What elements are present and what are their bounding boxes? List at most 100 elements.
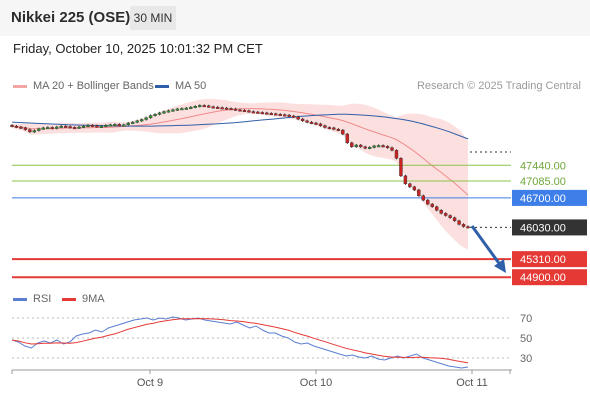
legend-rsi-label: RSI bbox=[33, 293, 52, 305]
candle-body bbox=[376, 145, 381, 148]
legend-rsi: RSI bbox=[13, 293, 51, 305]
candle-body bbox=[81, 125, 86, 128]
forecast-arrow-head bbox=[494, 259, 506, 273]
candle-body bbox=[417, 189, 421, 196]
candle-body bbox=[350, 142, 354, 148]
candle-body bbox=[448, 215, 452, 218]
candle-body bbox=[144, 117, 148, 120]
candle-body bbox=[327, 127, 332, 130]
level-label-1: 47085.00 bbox=[520, 176, 566, 188]
rsi-level-label-0: 70 bbox=[520, 313, 532, 325]
candle-body bbox=[198, 105, 202, 108]
candle-body bbox=[63, 125, 68, 128]
rsi-swatch bbox=[13, 297, 27, 301]
candle-body bbox=[354, 144, 358, 148]
candle-body bbox=[59, 125, 63, 128]
candle-body bbox=[202, 105, 206, 108]
candle-body bbox=[461, 224, 466, 227]
candle-body bbox=[430, 203, 434, 207]
candle-body bbox=[41, 127, 45, 130]
x-tick-label-0: Oct 9 bbox=[137, 377, 163, 389]
candle-body bbox=[104, 125, 108, 127]
candle-body bbox=[184, 107, 189, 110]
x-tick-label-2: Oct 11 bbox=[456, 377, 488, 389]
candle-body bbox=[37, 128, 41, 131]
candle-body bbox=[131, 121, 135, 124]
candle-body bbox=[220, 107, 224, 110]
candle-body bbox=[403, 175, 408, 185]
candle-body bbox=[72, 127, 77, 130]
candle-body bbox=[314, 122, 318, 125]
candle-body bbox=[278, 114, 282, 116]
candle-body bbox=[372, 145, 376, 148]
candle-body bbox=[381, 145, 385, 148]
candle-body bbox=[242, 110, 247, 112]
candle-body bbox=[46, 127, 50, 130]
candle-body bbox=[108, 124, 113, 127]
legend-9ma: 9MA bbox=[62, 293, 105, 305]
candle-body bbox=[14, 125, 19, 128]
candle-body bbox=[345, 133, 349, 144]
candle-body bbox=[233, 108, 238, 111]
candle-body bbox=[55, 126, 59, 129]
credit-text: Research © 2025 Trading Central bbox=[416, 80, 581, 92]
candle-body bbox=[305, 120, 309, 123]
candle-body bbox=[336, 128, 341, 131]
candle-body bbox=[99, 125, 104, 128]
legend-ma50-label: MA 50 bbox=[175, 80, 207, 92]
candle-body bbox=[412, 186, 417, 191]
interval-selector[interactable]: 30 MIN bbox=[130, 6, 176, 30]
legend-bollinger: MA 20 + Bollinger Bands bbox=[13, 80, 154, 92]
candle-body bbox=[341, 129, 345, 135]
candle-body bbox=[466, 226, 470, 229]
candle-body bbox=[23, 127, 28, 130]
candle-body bbox=[166, 110, 171, 113]
x-tick-label-1: Oct 10 bbox=[300, 377, 332, 389]
rsi-level-label-2: 30 bbox=[520, 353, 532, 365]
timestamp: Friday, October 10, 2025 10:01:32 PM CET bbox=[13, 41, 263, 56]
candle-body bbox=[256, 111, 260, 114]
rsi-line bbox=[11, 316, 469, 369]
candle-body bbox=[390, 147, 394, 151]
candle-body bbox=[86, 125, 90, 127]
candle-body bbox=[457, 220, 461, 225]
candle-body bbox=[10, 125, 14, 127]
candle-body bbox=[394, 150, 399, 159]
candle-body bbox=[287, 114, 291, 117]
candle-body bbox=[269, 113, 273, 116]
candle-body bbox=[283, 114, 287, 117]
candle-body bbox=[90, 125, 95, 127]
candle-body bbox=[189, 106, 193, 109]
forecast-arrow-shaft bbox=[470, 225, 503, 267]
candle-body bbox=[95, 125, 99, 128]
candle-body bbox=[408, 183, 412, 188]
candle-body bbox=[207, 105, 211, 108]
candle-body bbox=[122, 124, 126, 127]
level-label-4: 45310.00 bbox=[520, 254, 566, 266]
candle-body bbox=[117, 124, 121, 127]
candle-body bbox=[359, 144, 363, 148]
candle-body bbox=[274, 113, 278, 116]
candle-body bbox=[135, 120, 139, 123]
candle-body bbox=[211, 106, 215, 109]
candle-body bbox=[363, 146, 367, 149]
legend-9ma-label: 9MA bbox=[82, 293, 105, 305]
level-tag-4 bbox=[512, 251, 587, 268]
candle-body bbox=[229, 108, 233, 111]
candle-body bbox=[385, 146, 390, 149]
candle-body bbox=[435, 206, 439, 211]
candle-body bbox=[153, 114, 157, 116]
rsi-9ma-line bbox=[11, 318, 469, 364]
chart-header: Nikkei 225 (OSE) 30 MIN bbox=[0, 0, 590, 36]
candle-body bbox=[439, 210, 443, 214]
level-label-2: 46700.00 bbox=[520, 193, 566, 205]
level-tag-3 bbox=[512, 219, 587, 236]
candle-body bbox=[50, 127, 54, 130]
candle-body bbox=[215, 106, 220, 109]
candle-body bbox=[139, 119, 144, 122]
candle-body bbox=[300, 118, 305, 122]
candle-body bbox=[332, 127, 336, 130]
level-tag-2 bbox=[512, 189, 587, 206]
candle-body bbox=[19, 126, 23, 129]
